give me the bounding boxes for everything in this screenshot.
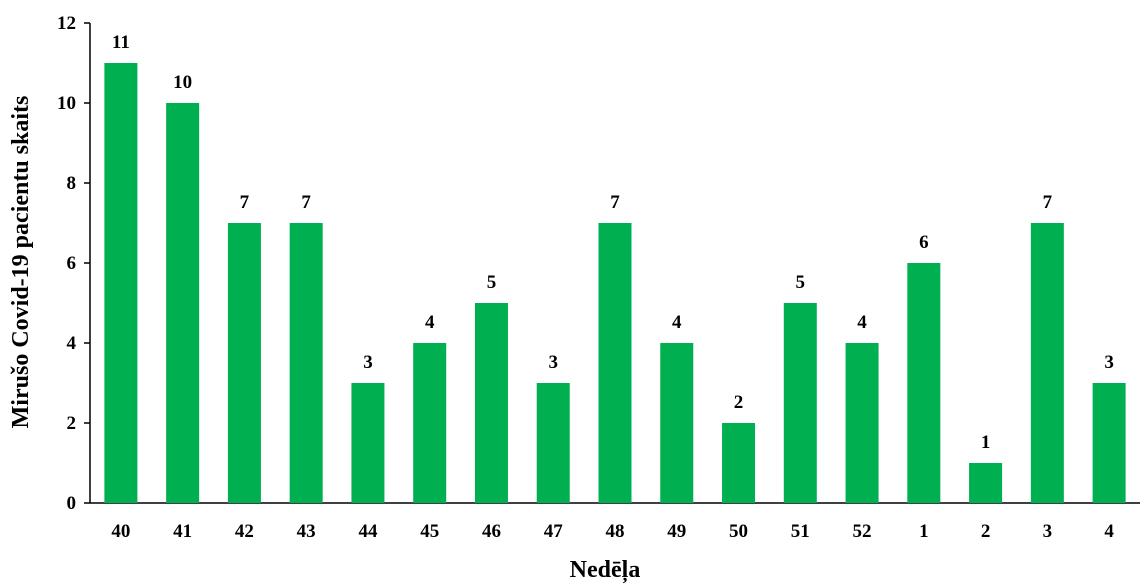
x-tick-label: 44	[358, 521, 378, 542]
x-tick-label: 51	[791, 521, 810, 542]
y-axis-label: Mirušo Covid-19 pacientu skaits	[8, 96, 34, 429]
data-label: 4	[425, 312, 435, 333]
x-tick-label: 1	[919, 521, 929, 542]
data-label: 3	[363, 352, 373, 373]
bar	[845, 343, 879, 503]
bar	[907, 263, 941, 503]
data-label: 7	[240, 192, 250, 213]
data-label: 2	[734, 392, 744, 413]
bar	[351, 383, 385, 503]
data-label: 7	[610, 192, 620, 213]
x-tick-label: 3	[1043, 521, 1053, 542]
x-tick-label: 45	[420, 521, 439, 542]
x-tick-label: 47	[544, 521, 564, 542]
data-label: 5	[796, 272, 806, 293]
x-tick-label: 48	[606, 521, 625, 542]
x-tick-label: 49	[667, 521, 686, 542]
data-label: 6	[919, 232, 929, 253]
data-label: 11	[112, 32, 130, 53]
x-tick-label: 50	[729, 521, 748, 542]
bar	[660, 343, 694, 503]
bar	[1030, 223, 1064, 503]
x-axis-label: Nedēļa	[570, 557, 641, 584]
bar	[413, 343, 447, 503]
x-tick-label: 40	[111, 521, 130, 542]
data-label: 3	[1104, 352, 1114, 373]
data-label: 5	[487, 272, 497, 293]
y-tick-label: 0	[67, 493, 77, 514]
y-tick-label: 6	[67, 253, 77, 274]
data-label: 10	[173, 72, 192, 93]
bar	[289, 223, 323, 503]
x-tick-label: 43	[297, 521, 316, 542]
x-tick-label: 52	[853, 521, 872, 542]
bar	[598, 223, 632, 503]
y-tick-label: 2	[67, 413, 77, 434]
x-tick-label: 2	[981, 521, 991, 542]
data-label: 3	[548, 352, 558, 373]
bar	[104, 63, 138, 503]
x-tick-label: 41	[173, 521, 192, 542]
y-tick-label: 4	[67, 333, 77, 354]
y-tick-label: 10	[57, 93, 76, 114]
data-label: 4	[857, 312, 867, 333]
bar	[1092, 383, 1126, 503]
bar	[227, 223, 261, 503]
bar	[166, 103, 200, 503]
bar	[536, 383, 570, 503]
bar	[474, 303, 508, 503]
plot-area: 0246810121140104174274334444554634774844…	[57, 13, 1140, 542]
y-tick-label: 8	[67, 173, 77, 194]
x-tick-label: 42	[235, 521, 254, 542]
data-label: 7	[301, 192, 311, 213]
data-label: 4	[672, 312, 682, 333]
bar	[969, 463, 1003, 503]
x-tick-label: 4	[1104, 521, 1114, 542]
data-label: 1	[981, 432, 991, 453]
data-label: 7	[1043, 192, 1053, 213]
bar	[783, 303, 817, 503]
x-tick-label: 46	[482, 521, 501, 542]
bar	[722, 423, 756, 503]
y-tick-label: 12	[57, 13, 76, 34]
